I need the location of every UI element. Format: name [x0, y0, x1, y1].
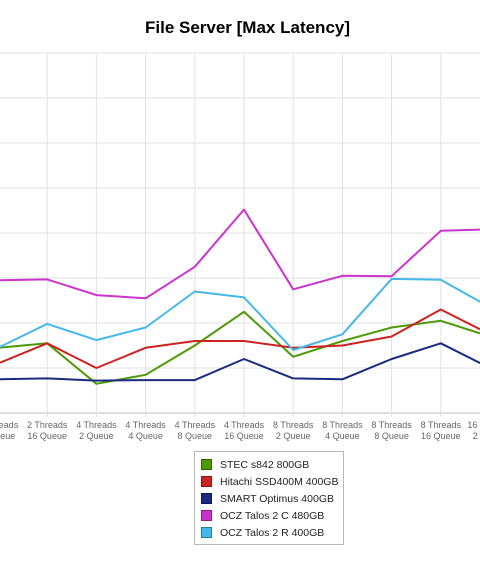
- x-tick-label: 2 Queue: [473, 431, 480, 441]
- x-tick-label: 4 Queue: [325, 431, 360, 441]
- x-tick-label: 8 Threads: [322, 420, 363, 430]
- x-tick-label: 8 Queue: [178, 431, 213, 441]
- x-tick-label: 8 Threads: [371, 420, 412, 430]
- x-tick-label: 8 Threads: [421, 420, 462, 430]
- legend-label: OCZ Talos 2 R 400GB: [220, 526, 325, 539]
- x-tick-label: 4 Queue: [128, 431, 163, 441]
- legend-swatch: [201, 459, 212, 470]
- x-tick-label: 1 Queue: [0, 431, 15, 441]
- series-layer: [0, 208, 480, 385]
- x-tick-label: 16 Queue: [421, 431, 461, 441]
- x-tick-label: 16 Threads: [467, 420, 480, 430]
- legend-label: SMART Optimus 400GB: [220, 492, 334, 505]
- x-tick-label: 4 Threads: [175, 420, 216, 430]
- legend-swatch: [201, 493, 212, 504]
- x-tick-label: 4 Threads: [76, 420, 117, 430]
- x-tick-label: 4 Threads: [125, 420, 166, 430]
- legend: STEC s842 800GB Hitachi SSD400M 400GB SMAR…: [194, 451, 344, 545]
- x-tick-label: 2 Queue: [79, 431, 114, 441]
- series-line: [0, 310, 480, 385]
- legend-item: SMART Optimus 400GB: [201, 490, 343, 507]
- x-tick-label: 16 Queue: [27, 431, 67, 441]
- legend-swatch: [201, 476, 212, 487]
- x-tick-label: 8 Threads: [273, 420, 314, 430]
- x-tick-label: 2 Threads: [27, 420, 68, 430]
- x-tick-label: 2 Queue: [276, 431, 311, 441]
- x-tick-label: 1 Threads: [0, 420, 19, 430]
- series-line: [0, 308, 480, 369]
- legend-item: Hitachi SSD400M 400GB: [201, 473, 343, 490]
- x-tick-label: 8 Queue: [374, 431, 409, 441]
- legend-item: OCZ Talos 2 C 480GB: [201, 507, 343, 524]
- series-line: [0, 277, 480, 351]
- series-line: [0, 342, 480, 382]
- legend-label: STEC s842 800GB: [220, 458, 310, 471]
- legend-label: Hitachi SSD400M 400GB: [220, 475, 339, 488]
- legend-item: STEC s842 800GB: [201, 456, 343, 473]
- legend-label: OCZ Talos 2 C 480GB: [220, 509, 325, 522]
- legend-swatch: [201, 527, 212, 538]
- series-line: [0, 208, 480, 300]
- x-tick-label: 4 Threads: [224, 420, 265, 430]
- x-tick-label: 16 Queue: [224, 431, 264, 441]
- legend-swatch: [201, 510, 212, 521]
- grid-layer: [0, 52, 480, 417]
- chart-title: File Server [Max Latency]: [144, 18, 351, 37]
- legend-item: OCZ Talos 2 R 400GB: [201, 524, 343, 541]
